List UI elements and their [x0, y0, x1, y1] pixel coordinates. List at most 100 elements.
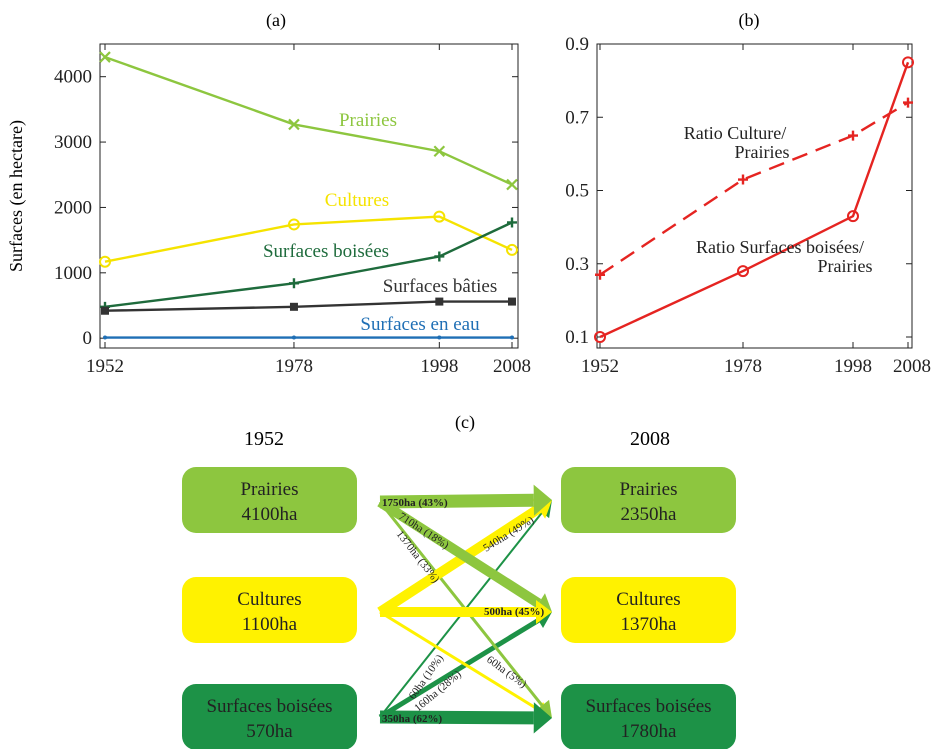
- flow-arrowhead: [536, 600, 552, 624]
- flow-shaft: [379, 610, 540, 711]
- panel-a: (a) Surfaces (en hectare) 1952 1978 1998 20…: [6, 10, 531, 377]
- flow-arrowhead: [534, 699, 552, 718]
- y-tick-label: 0: [83, 328, 93, 349]
- panel-b: (b) 1952 1978 1998 2008 0.1 0.3 0.5 0.7 0.9 Rati…: [565, 10, 931, 377]
- data-point: [738, 174, 748, 185]
- series-label: Surfaces boisées: [263, 241, 389, 262]
- box-value: 1370ha: [621, 614, 678, 635]
- flow-label: 500ha (45%): [484, 606, 545, 618]
- series-label: Ratio Surfaces boisées/: [696, 237, 864, 257]
- y-tick-label: 2000: [54, 197, 92, 218]
- series-label: Surfaces en eau: [360, 314, 480, 335]
- data-point: [902, 56, 914, 69]
- data-point: [737, 265, 749, 278]
- flow-label: 540ha (49%): [481, 514, 536, 555]
- data-point: [506, 178, 518, 191]
- box-name: Prairies: [240, 479, 298, 500]
- flow-1-1: [380, 600, 552, 624]
- left-year: 1952: [244, 428, 284, 450]
- series-line: [104, 215, 513, 263]
- flow-shaft: [379, 493, 534, 509]
- data-point: [433, 210, 446, 223]
- data-point: [595, 269, 605, 280]
- flow-shaft: [377, 504, 542, 617]
- data-point: [288, 118, 300, 131]
- box-value: 2350ha: [621, 504, 678, 525]
- box-rect: [182, 467, 357, 533]
- box-name: Surfaces boisées: [585, 696, 711, 717]
- data-point: [291, 335, 296, 340]
- panel-b-title: (b): [739, 10, 760, 31]
- data-point: [287, 218, 300, 231]
- data-point: [99, 51, 111, 63]
- flow-0-0: [379, 484, 552, 516]
- series-label: Prairies: [735, 142, 790, 162]
- flow-2-2: [379, 702, 552, 734]
- data-point: [433, 145, 446, 157]
- x-tick-label: 2008: [493, 356, 531, 377]
- box-rect: [561, 577, 736, 643]
- flow-arrowhead: [533, 702, 552, 734]
- y-tick-label: 0.1: [565, 327, 589, 348]
- series-line: [599, 101, 909, 276]
- right-box-0: Prairies 2350ha: [561, 467, 736, 533]
- series-line: [104, 55, 513, 186]
- data-point: [434, 251, 445, 262]
- flow-arrowhead: [533, 484, 552, 516]
- y-tick-label: 0.3: [565, 254, 589, 275]
- box-value: 570ha: [246, 721, 293, 742]
- box-name: Surfaces boisées: [206, 696, 332, 717]
- right-box-1: Cultures 1370ha: [561, 577, 736, 643]
- left-box-0: Prairies 4100ha: [182, 467, 357, 533]
- data-point: [847, 210, 859, 223]
- box-name: Prairies: [619, 479, 677, 500]
- data-point: [510, 335, 514, 340]
- y-tick-label: 1000: [54, 263, 92, 284]
- flow-shaft: [378, 618, 540, 720]
- box-rect: [561, 684, 736, 749]
- y-tick-label: 0.5: [565, 181, 589, 202]
- x-tick-label: 1952: [581, 356, 619, 377]
- data-point: [103, 335, 107, 340]
- panel-a-frame: [99, 43, 519, 349]
- left-box-1: Cultures 1100ha: [182, 577, 357, 643]
- data-point: [437, 335, 442, 340]
- box-rect: [561, 467, 736, 533]
- panel-b-frame: [596, 43, 913, 349]
- box-value: 1780ha: [621, 721, 678, 742]
- x-tick-label: 1978: [275, 356, 313, 377]
- panel-c-title: (c): [455, 412, 475, 433]
- y-tick-label: 0.9: [565, 34, 589, 55]
- series-line: [104, 221, 513, 309]
- y-tick-label: 3000: [54, 132, 92, 153]
- y-tick-label: 4000: [54, 67, 92, 88]
- flow-shaft: [377, 497, 542, 608]
- flow-label: 350ha (62%): [382, 713, 443, 725]
- data-point: [848, 130, 858, 141]
- flow-label: 1750ha (43%): [382, 497, 448, 509]
- panel-c: (c) 1952 2008 Prairies 4100ha Cultures 1100…: [182, 412, 736, 749]
- box-value: 1100ha: [242, 614, 298, 635]
- data-point: [507, 217, 517, 228]
- flow-0-2: [378, 501, 552, 718]
- right-year: 2008: [630, 428, 670, 450]
- series-line: [599, 61, 910, 339]
- flow-shaft: [378, 501, 544, 707]
- series-label: Cultures: [325, 190, 389, 211]
- y-tick-label: 0.7: [565, 107, 589, 128]
- box-name: Cultures: [616, 589, 680, 610]
- box-rect: [182, 684, 357, 749]
- box-value: 4100ha: [242, 504, 299, 525]
- data-point: [288, 278, 299, 289]
- series-line: [104, 300, 512, 312]
- box-name: Cultures: [237, 589, 301, 610]
- data-point: [435, 297, 444, 306]
- data-point: [506, 243, 518, 256]
- box-rect: [182, 577, 357, 643]
- x-tick-label: 1998: [420, 356, 458, 377]
- panel-a-title: (a): [266, 10, 286, 31]
- data-point: [101, 306, 109, 315]
- data-point: [99, 255, 111, 268]
- series-label: Prairies: [818, 256, 873, 276]
- flow-shaft: [379, 710, 534, 725]
